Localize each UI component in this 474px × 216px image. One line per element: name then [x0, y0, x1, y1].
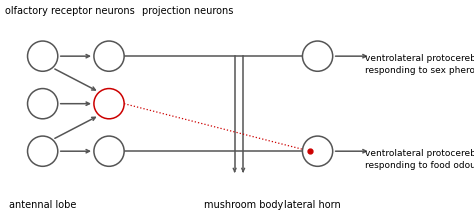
Ellipse shape [302, 136, 333, 166]
Text: lateral horn: lateral horn [284, 200, 341, 210]
Ellipse shape [27, 136, 58, 166]
Text: ventrolateral protocerebral neurons
responding to sex pheromone: ventrolateral protocerebral neurons resp… [365, 54, 474, 75]
Ellipse shape [94, 89, 124, 119]
Ellipse shape [302, 41, 333, 71]
Text: mushroom body: mushroom body [204, 200, 283, 210]
Ellipse shape [27, 89, 58, 119]
Text: olfactory receptor neurons: olfactory receptor neurons [5, 6, 135, 16]
Ellipse shape [94, 136, 124, 166]
Ellipse shape [27, 41, 58, 71]
Ellipse shape [94, 41, 124, 71]
Text: antennal lobe: antennal lobe [9, 200, 77, 210]
Text: projection neurons: projection neurons [142, 6, 234, 16]
Text: ventrolateral protocerebral neurons
responding to food odour B: ventrolateral protocerebral neurons resp… [365, 149, 474, 170]
